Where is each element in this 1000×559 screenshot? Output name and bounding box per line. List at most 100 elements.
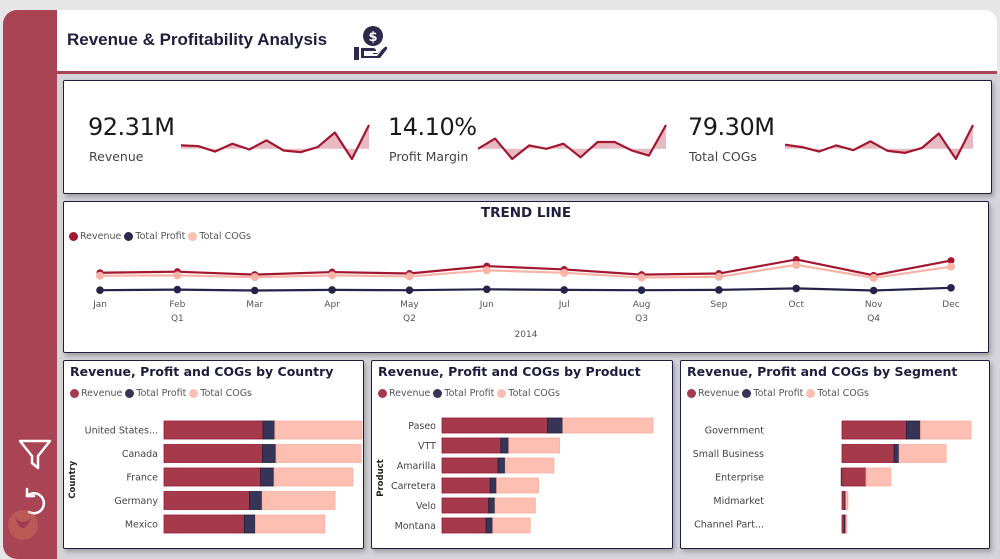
bar-segment-revenue[interactable] [841,491,846,510]
bar-segment-total-cogs[interactable] [865,467,892,487]
data-point-total-cogs[interactable] [714,272,723,281]
data-point-total-profit[interactable] [715,286,723,294]
bar-segment-total-profit[interactable] [489,477,498,494]
kpi-label: Profit Margin [389,149,469,164]
bar-segment-total-profit[interactable] [262,444,277,463]
legend-label[interactable]: Total COGs [817,388,870,399]
legend-label[interactable]: Total Profit [753,388,804,399]
data-point-total-cogs[interactable] [869,273,878,282]
segment-bar-chart[interactable]: Government Small Business Enterprise Midmar… [681,361,991,550]
data-point-total-profit[interactable] [560,286,568,294]
bar-segment-revenue[interactable] [441,417,548,434]
legend-label[interactable]: Total COGs [199,231,252,242]
bar-segment-total-cogs[interactable] [920,420,972,440]
legend-marker-revenue [687,389,696,398]
data-point-total-profit[interactable] [250,286,259,295]
bar-segment-total-profit[interactable] [547,417,564,434]
legend-label[interactable]: Revenue [80,231,122,242]
kpi-profit-margin[interactable]: 14.10% Profit Margin [364,81,667,191]
data-point-revenue[interactable] [947,257,955,265]
bar-segment-total-cogs[interactable] [504,457,555,474]
bar-segment-total-profit[interactable] [893,444,900,463]
legend-marker-revenue [70,389,79,398]
legend-label[interactable]: Revenue [81,388,123,399]
filter-icon[interactable] [17,437,53,473]
data-point-total-cogs[interactable] [482,266,491,275]
bar-segment-revenue[interactable] [163,467,262,487]
legend-label[interactable]: Total COGs [200,388,253,399]
bar-segment-revenue[interactable] [163,514,245,534]
bar-segment-revenue[interactable] [441,497,490,514]
data-point-total-cogs[interactable] [560,268,569,277]
legend-label[interactable]: Total COGs [508,388,561,399]
data-point-total-cogs[interactable] [637,273,646,282]
data-point-total-cogs[interactable] [96,271,104,280]
bar-segment-total-profit[interactable] [840,468,842,486]
bar-segment-total-cogs[interactable] [255,514,326,534]
product-bar-chart[interactable]: Paseo VTT Amarilla Carretera Velo Montana Prod… [372,361,674,550]
trend-line-chart[interactable]: Jan Feb Mar Apr May Jun Jul Aug Sep Oct Nov Dec Q1 Q2… [64,202,990,354]
bar-segment-total-cogs[interactable] [274,420,363,440]
bar-segment-total-cogs[interactable] [494,497,536,514]
data-point-total-profit[interactable] [328,286,336,294]
kpi-total-cogs[interactable]: 79.30M Total COGs [664,81,974,191]
bar-segment-total-profit[interactable] [262,420,276,440]
bar-segment-total-profit[interactable] [249,491,263,510]
category-label: Enterprise [715,473,764,484]
data-point-total-profit[interactable] [483,285,491,294]
legend-label[interactable]: Total Profit [444,388,495,399]
kpi-value: 14.10% [388,113,477,141]
bar-segment-total-profit[interactable] [497,457,506,474]
legend-label[interactable]: Total Profit [135,231,186,242]
bar-segment-total-cogs[interactable] [845,491,849,510]
kpi-revenue[interactable]: 92.31M Revenue [64,81,370,191]
data-point-total-profit[interactable] [96,286,104,294]
data-point-total-cogs[interactable] [792,260,801,269]
bar-segment-revenue[interactable] [441,457,499,474]
bar-segment-total-profit[interactable] [488,497,496,514]
bar-segment-revenue[interactable] [441,517,487,534]
bar-segment-total-profit[interactable] [485,517,494,534]
bar-segment-revenue[interactable] [441,477,491,494]
bar-segment-total-cogs[interactable] [261,491,336,510]
data-point-total-profit[interactable] [637,286,646,294]
legend-label[interactable]: Revenue [698,388,740,399]
bar-segment-revenue[interactable] [163,420,264,440]
data-point-total-profit[interactable] [173,285,182,294]
bar-segment-total-cogs[interactable] [898,444,947,463]
reset-icon[interactable] [19,486,51,518]
bar-segment-total-profit[interactable] [243,514,256,534]
data-point-total-profit[interactable] [869,286,878,295]
header-bar: Revenue & Profitability Analysis $ [57,10,997,74]
country-bar-chart[interactable]: United States... Canada France Germany Mexic… [64,361,365,550]
bar-segment-total-profit[interactable] [260,467,275,487]
bar-segment-revenue[interactable] [841,444,895,463]
bar-segment-total-cogs[interactable] [845,514,848,534]
data-point-total-cogs[interactable] [947,262,955,271]
data-point-revenue[interactable] [792,255,800,263]
bar-segment-revenue[interactable] [163,444,264,463]
legend-label[interactable]: Revenue [389,388,431,399]
bar-segment-revenue[interactable] [441,437,502,454]
quarter-label: Q3 [635,314,648,324]
data-point-total-profit[interactable] [405,286,414,294]
bar-segment-total-profit[interactable] [906,420,921,440]
bar-segment-total-cogs[interactable] [562,417,654,434]
bar-segment-revenue[interactable] [841,420,907,440]
data-point-total-profit[interactable] [947,284,955,292]
bar-segment-total-cogs[interactable] [273,467,354,487]
bar-segment-total-cogs[interactable] [496,477,539,494]
data-point-total-profit[interactable] [792,284,801,293]
legend-label[interactable]: Total Profit [136,388,187,399]
bar-segment-revenue[interactable] [841,467,867,487]
bar-segment-total-profit[interactable] [500,437,510,454]
data-point-total-cogs[interactable] [250,273,259,282]
bar-segment-total-cogs[interactable] [492,517,531,534]
data-point-total-cogs[interactable] [173,271,182,280]
bar-segment-total-cogs[interactable] [275,444,362,463]
x-tick-label: May [400,300,419,310]
data-point-total-cogs[interactable] [405,272,414,281]
bar-segment-revenue[interactable] [163,491,250,510]
bar-segment-total-cogs[interactable] [508,437,561,454]
data-point-total-cogs[interactable] [328,271,337,280]
